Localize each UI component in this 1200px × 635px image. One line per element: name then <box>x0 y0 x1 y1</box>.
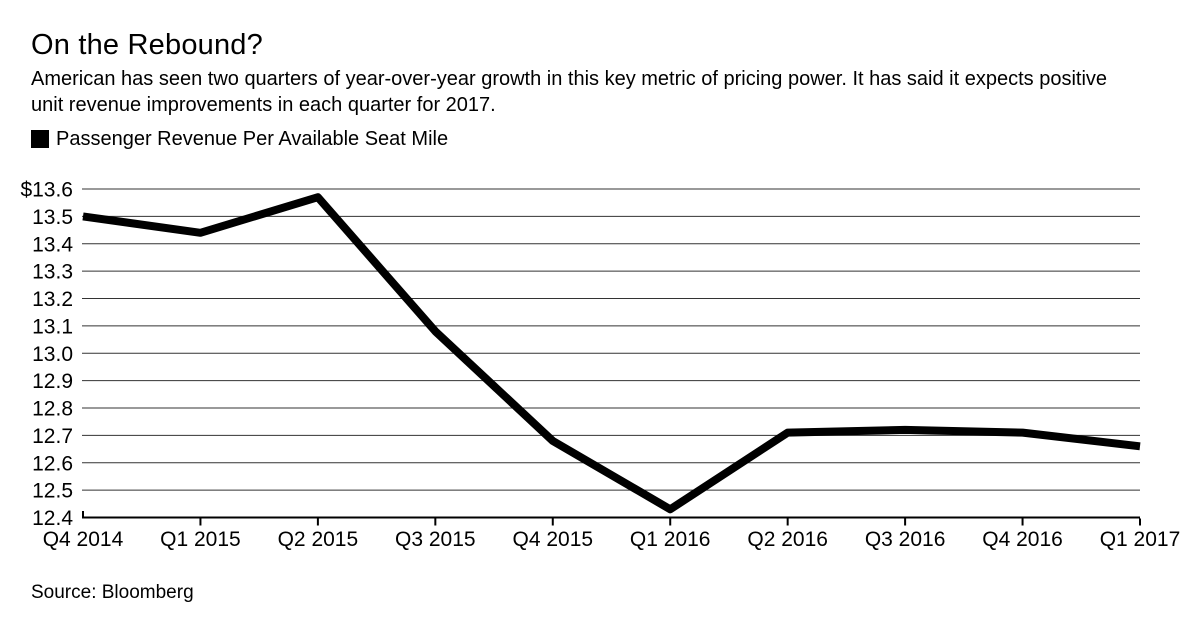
chart-subtitle: American has seen two quarters of year-o… <box>31 68 1108 116</box>
x-tick-label: Q1 2016 <box>630 528 711 551</box>
y-tick-label: 13.1 <box>32 315 73 338</box>
source-attribution: Source: Bloomberg <box>31 582 194 603</box>
x-tick-label: Q4 2014 <box>43 528 124 551</box>
series-line <box>82 193 1141 514</box>
x-tick-label: Q1 2017 <box>1100 528 1181 551</box>
x-tick-label: Q4 2015 <box>512 528 593 551</box>
x-tick-label: Q3 2015 <box>395 528 476 551</box>
legend-swatch <box>31 130 49 148</box>
x-tick-label: Q2 2016 <box>747 528 828 551</box>
x-tick-label: Q2 2015 <box>278 528 359 551</box>
page-title: On the Rebound? <box>31 29 263 61</box>
y-tick-label: 13.3 <box>32 261 73 284</box>
y-tick-label: 12.7 <box>32 425 73 448</box>
y-tick-label: 12.8 <box>32 398 73 421</box>
x-tick-label: Q1 2015 <box>160 528 241 551</box>
y-tick-label: 12.4 <box>32 507 73 530</box>
y-tick-label: 13.0 <box>32 343 73 366</box>
y-tick-label: 12.6 <box>32 452 73 475</box>
y-tick-label: 12.9 <box>32 370 73 393</box>
y-tick-label: 13.5 <box>32 206 73 229</box>
x-tick-label: Q4 2016 <box>982 528 1063 551</box>
y-tick-label: 13.2 <box>32 288 73 311</box>
y-tick-label: 12.5 <box>32 480 73 503</box>
x-tick-label: Q3 2016 <box>865 528 946 551</box>
legend-series-label: Passenger Revenue Per Available Seat Mil… <box>56 127 449 150</box>
y-tick-label: $13.6 <box>20 179 73 202</box>
legend: Passenger Revenue Per Available Seat Mil… <box>31 127 449 150</box>
y-tick-label: 13.4 <box>32 233 73 256</box>
